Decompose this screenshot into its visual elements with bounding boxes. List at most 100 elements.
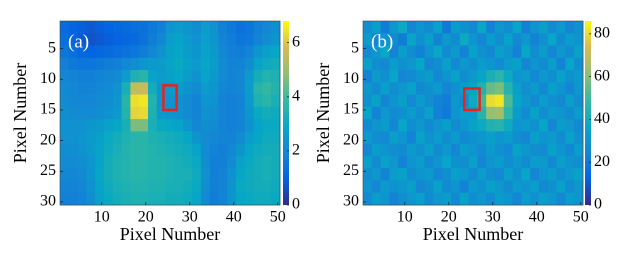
cell [451, 70, 461, 83]
cell [165, 33, 175, 46]
cell [371, 94, 381, 108]
cell [530, 155, 540, 169]
cell [262, 21, 272, 34]
cell [148, 180, 158, 194]
cell [503, 94, 513, 108]
cell [380, 131, 390, 145]
cell [218, 33, 228, 46]
cell [565, 106, 575, 120]
cell [130, 119, 140, 132]
cell [253, 180, 263, 194]
cell [262, 70, 272, 83]
cell [371, 119, 381, 132]
cell [468, 180, 478, 194]
cell [227, 192, 237, 206]
cell [139, 168, 149, 181]
cell [539, 119, 549, 132]
cell [556, 143, 566, 157]
cell [112, 21, 122, 34]
cell [477, 155, 487, 169]
cell [556, 155, 566, 169]
cell [271, 21, 281, 34]
cell [512, 45, 522, 59]
cell [95, 94, 105, 108]
y-tick-label: 25 [40, 162, 56, 179]
cell [174, 45, 184, 59]
cell [407, 143, 417, 157]
cell [512, 106, 522, 120]
cell [209, 106, 219, 120]
cell [424, 155, 434, 169]
cell [574, 119, 584, 132]
cell [424, 45, 434, 59]
x-tick-label: 20 [138, 209, 154, 226]
cell [495, 155, 505, 169]
colorbar-tick-label: 0 [292, 196, 300, 213]
cell [271, 168, 281, 181]
cell [371, 57, 381, 71]
x-tick-label: 30 [485, 209, 501, 226]
cell [86, 106, 96, 120]
cell [165, 143, 175, 157]
cell [271, 180, 281, 194]
cell [253, 168, 263, 181]
cell [262, 192, 272, 206]
y-tick-label: 20 [343, 131, 359, 148]
cell [468, 131, 478, 145]
cell [407, 155, 417, 169]
cell [218, 45, 228, 59]
colorbar-tick-label: 20 [594, 153, 610, 170]
cell [363, 94, 373, 108]
cell [77, 143, 87, 157]
cell [68, 82, 78, 95]
y-tick-label: 15 [40, 101, 56, 118]
cell [68, 33, 78, 46]
cell [86, 82, 96, 95]
cell [530, 180, 540, 194]
cell [547, 143, 557, 157]
cell [209, 143, 219, 157]
cell [86, 168, 96, 181]
cell [112, 119, 122, 132]
cell [451, 119, 461, 132]
cell [236, 168, 246, 181]
cell [218, 143, 228, 157]
cell [556, 33, 566, 46]
cell [459, 70, 469, 83]
cell [183, 70, 193, 83]
cell [192, 57, 202, 71]
cell [495, 180, 505, 194]
cell [547, 168, 557, 181]
cell [200, 70, 210, 83]
cell [433, 131, 443, 145]
cell [148, 45, 158, 59]
cell [209, 33, 219, 46]
cell [459, 57, 469, 71]
cell [547, 94, 557, 108]
cell [530, 45, 540, 59]
cell [271, 106, 281, 120]
cell [459, 106, 469, 120]
cell [227, 168, 237, 181]
cell [503, 131, 513, 145]
x-tick-label: 30 [182, 209, 198, 226]
cell [218, 168, 228, 181]
cell [253, 33, 263, 46]
cell [407, 70, 417, 83]
cell [380, 82, 390, 95]
cell [60, 45, 70, 59]
cell [77, 131, 87, 145]
cell [477, 168, 487, 181]
cell [112, 33, 122, 46]
cell [271, 45, 281, 59]
cell [521, 21, 531, 34]
cell [424, 21, 434, 34]
y-tick-label: 30 [343, 193, 359, 210]
cell [121, 94, 131, 108]
cell [130, 180, 140, 194]
cell [415, 192, 425, 206]
cell [192, 70, 202, 83]
cell [253, 143, 263, 157]
cell [521, 33, 531, 46]
cell [371, 33, 381, 46]
